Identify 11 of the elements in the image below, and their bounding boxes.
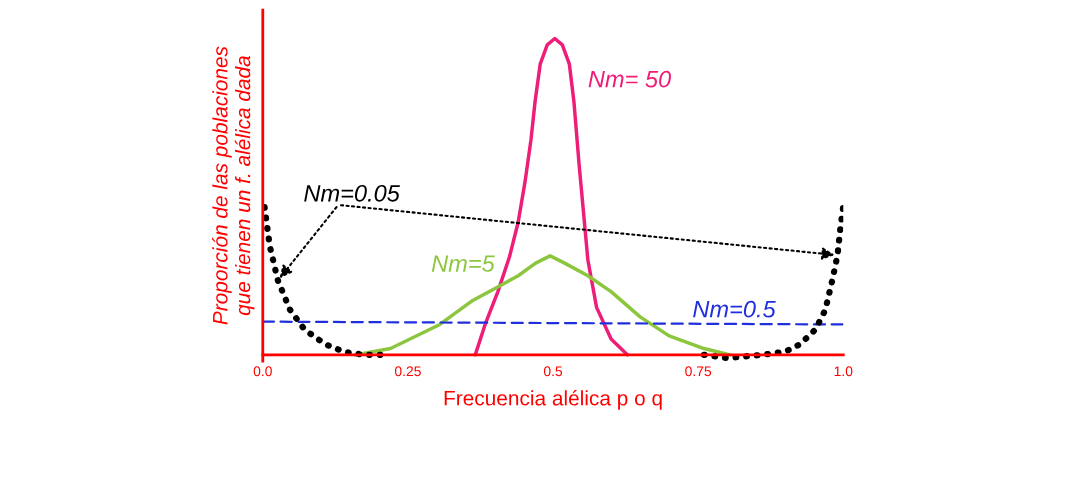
series-label: Nm=0.5 [693, 300, 776, 318]
x-tick-label: 0.25 [394, 366, 421, 377]
x-tick-label: 0.75 [685, 366, 712, 377]
series-label: Nm= 50 [588, 70, 671, 88]
x-axis-title: Frecuencia alélica p o q [444, 390, 662, 410]
x-tick-label: 0.5 [543, 366, 563, 377]
series-label: Nm=5 [431, 255, 495, 272]
x-tick-label: 0.0 [253, 366, 272, 377]
series-label: Nm=0.05 [304, 184, 400, 202]
x-tick-label: 1.0 [834, 366, 853, 377]
y-axis-title: Proporción de las poblaciones que tienen un f. alélica dada [212, 46, 255, 325]
